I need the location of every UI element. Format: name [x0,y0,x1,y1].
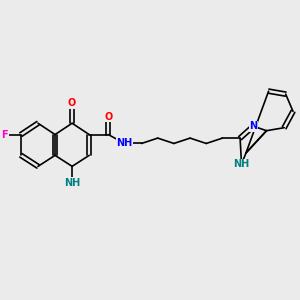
Text: F: F [2,130,8,140]
Text: NH: NH [116,139,133,148]
Text: N: N [249,121,257,131]
Text: NH: NH [233,159,250,169]
Text: O: O [104,112,112,122]
Text: O: O [68,98,76,108]
Text: NH: NH [64,178,80,188]
